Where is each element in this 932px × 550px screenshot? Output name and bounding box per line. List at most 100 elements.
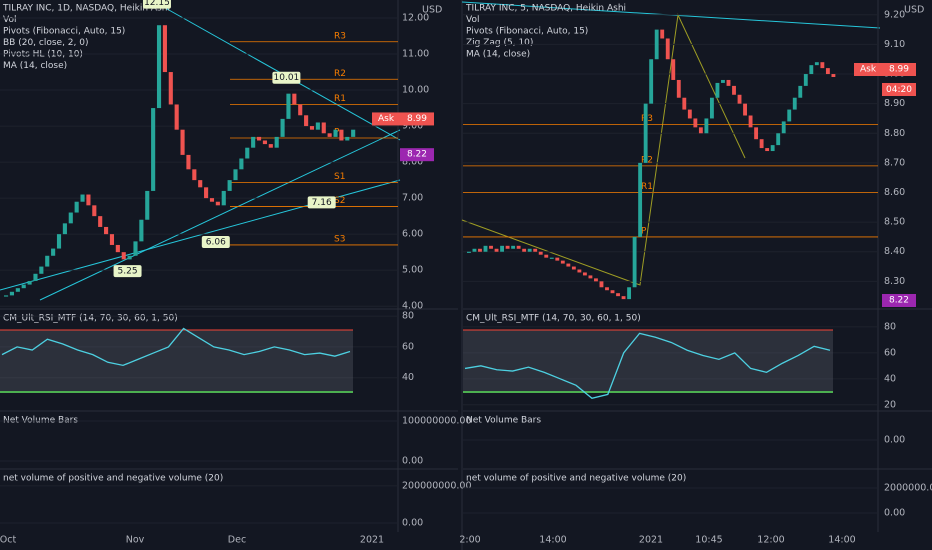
price-unit: USD	[422, 5, 442, 16]
pane-tick-label: 0.00	[884, 435, 905, 446]
price-tick-label: 8.60	[884, 187, 905, 198]
candle	[522, 248, 527, 252]
pivot-label: S2	[334, 196, 345, 206]
candle	[251, 136, 256, 148]
candle	[754, 127, 759, 140]
pane-tick-label: 0.00	[402, 456, 423, 467]
candle	[245, 147, 250, 159]
candle	[33, 273, 38, 281]
price-label-bg	[113, 265, 142, 278]
pivot-label: S3	[334, 234, 345, 244]
candle	[494, 248, 499, 252]
time-label: 12:00	[757, 535, 784, 546]
candle	[770, 145, 775, 152]
candle	[748, 115, 753, 128]
candle	[68, 212, 73, 224]
candle	[321, 122, 326, 134]
price-unit: USD	[904, 5, 924, 16]
candle	[21, 284, 26, 289]
candle	[133, 241, 138, 256]
candle	[737, 94, 742, 104]
candle	[616, 293, 620, 297]
candle	[643, 103, 648, 163]
last-price-bg	[882, 294, 916, 307]
price-tick-label: 9.20	[884, 9, 905, 20]
candle	[743, 103, 747, 116]
time-label: Oct	[0, 535, 16, 546]
candle	[638, 162, 643, 237]
pane-tick-label: 2000000.00	[884, 483, 932, 494]
candle	[627, 287, 632, 300]
price-label: 6.06	[206, 237, 226, 247]
candle	[831, 74, 836, 77]
price-label-bg	[201, 235, 230, 248]
candle	[483, 245, 488, 252]
candle	[174, 104, 179, 130]
candle	[472, 248, 477, 252]
legend-item: Vol	[3, 15, 16, 25]
pane-tick-label: 80	[884, 321, 896, 332]
candle	[268, 144, 273, 148]
candle	[180, 129, 185, 155]
price-label: 7.16	[312, 198, 332, 208]
time-label: 14:00	[828, 535, 855, 546]
pane-tick-label: 80	[402, 311, 414, 322]
rsi-band	[463, 330, 833, 392]
pane-title: CM_Ult_RSI_MTF (14, 70, 30, 60, 1, 50)	[3, 314, 178, 324]
candle	[15, 288, 20, 292]
price-label-bg	[272, 71, 301, 84]
candle	[51, 248, 56, 256]
candle	[27, 280, 32, 285]
candle	[309, 126, 315, 130]
candle	[500, 245, 504, 252]
candle	[304, 115, 309, 127]
legend-item: Pivots (Fibonacci, Auto, 15)	[3, 27, 125, 37]
candle	[715, 82, 720, 98]
candle	[555, 257, 560, 261]
ask-price: 8.99	[407, 114, 427, 124]
candle	[787, 109, 792, 122]
candle	[121, 252, 126, 260]
candle	[215, 201, 220, 206]
price-label-bg	[307, 196, 336, 209]
pivot-label: R3	[334, 31, 346, 41]
candle	[505, 245, 510, 249]
candle	[256, 136, 262, 141]
time-label: 10:45	[695, 535, 722, 546]
candle	[239, 158, 244, 170]
candle	[145, 190, 150, 220]
pivot-label: P	[641, 226, 647, 236]
candle	[227, 180, 232, 191]
price-tick-label: 7.00	[402, 193, 423, 204]
candle	[139, 219, 144, 242]
pane-title: net volume of positive and negative volu…	[466, 474, 686, 484]
price-tick-label: 9.00	[402, 121, 423, 132]
pane-title: CM_Ult_RSI_MTF (14, 70, 30, 60, 1, 50)	[466, 314, 641, 324]
candle	[115, 244, 120, 253]
candle	[660, 29, 665, 39]
price-tick-label: 8.90	[884, 98, 905, 109]
price-tick-label: 6.00	[402, 229, 423, 240]
time-label: 2021	[639, 535, 663, 546]
candle	[533, 248, 538, 252]
candle	[204, 187, 209, 199]
price-tick-label: 12.00	[402, 13, 429, 24]
candle	[698, 127, 703, 134]
candle	[345, 136, 350, 141]
price-tick-label: 8.40	[884, 246, 905, 257]
ask-price-bg	[882, 63, 916, 76]
candle	[127, 255, 132, 260]
candle	[665, 38, 670, 60]
time-label: Dec	[228, 535, 246, 546]
candle	[168, 72, 173, 105]
pane-tick-label: 100000000.00	[402, 416, 472, 427]
candle	[209, 198, 215, 202]
candle	[104, 226, 109, 235]
candle	[687, 109, 692, 119]
candle	[776, 133, 781, 146]
candle	[759, 139, 764, 149]
candle	[809, 65, 814, 75]
candle	[4, 295, 9, 297]
candle	[45, 255, 50, 267]
